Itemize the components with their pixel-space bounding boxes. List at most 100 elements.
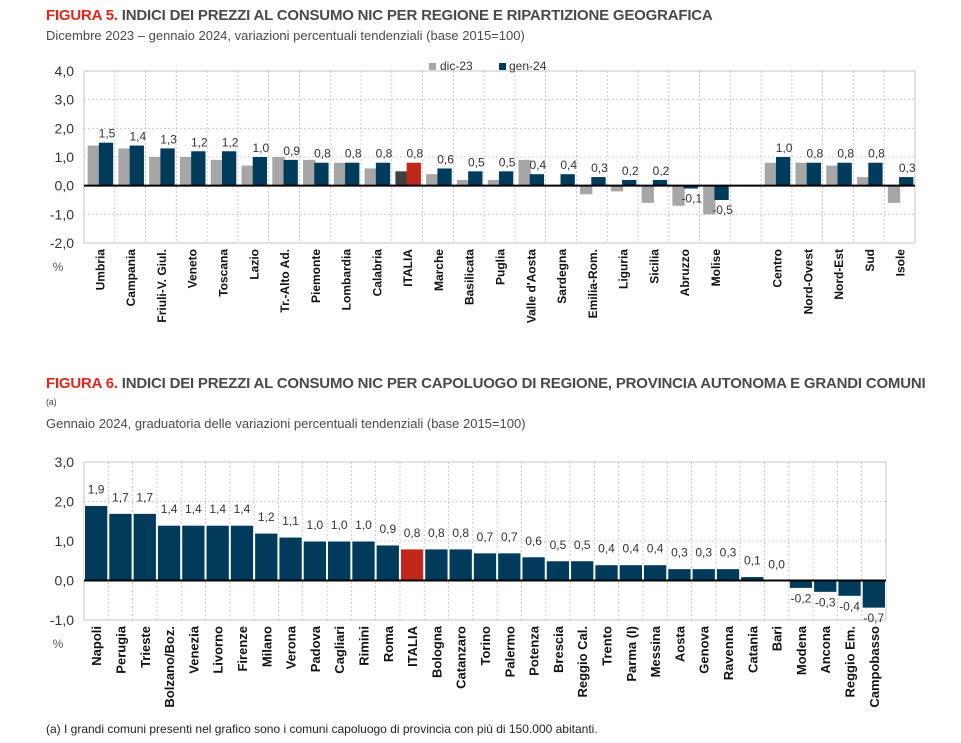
y-tick-label: 3,0 (55, 92, 75, 108)
bar-gen24 (468, 171, 483, 186)
bar-dic23 (179, 157, 193, 186)
data-label: 1,0 (355, 518, 372, 532)
bar-gen24 (521, 556, 546, 581)
bar-dic23 (395, 171, 408, 186)
x-tick-label: Bologna (429, 625, 444, 678)
data-label: 1,4 (185, 502, 202, 516)
bar-gen24 (899, 177, 914, 186)
data-label: 0,6 (525, 534, 542, 548)
data-label: 0,5 (468, 155, 485, 169)
data-label: 1,1 (282, 514, 299, 528)
y-tick-label: 1,0 (55, 149, 75, 165)
data-label: 0,4 (560, 158, 577, 172)
bar-gen24 (775, 157, 791, 186)
x-tick-label: Toscana (217, 249, 231, 297)
bar-gen24 (254, 532, 279, 581)
y-tick-label: -1,0 (50, 206, 74, 222)
bar-gen24 (806, 162, 822, 186)
x-tick-label: Friuli-V. Giul. (155, 249, 169, 323)
figure6-title-text: INDICI DEI PREZZI AL CONSUMO NIC PER CAP… (121, 375, 926, 392)
legend-swatch-dic23 (429, 63, 436, 70)
data-label: 1,4 (129, 130, 146, 144)
bar-dic23 (456, 179, 470, 186)
x-tick-label: Liguria (617, 249, 631, 289)
y-tick-label: -2,0 (50, 235, 74, 251)
figure6-title: FIGURA 6. INDICI DEI PREZZI AL CONSUMO N… (46, 375, 926, 416)
data-label: 0,2 (653, 164, 670, 178)
bar-gen24 (448, 548, 473, 582)
figure5-title: FIGURA 5. INDICI DEI PREZZI AL CONSUMO N… (46, 7, 713, 25)
y-tick-label: 2,0 (55, 120, 75, 136)
bar-gen24 (545, 560, 571, 581)
bar-gen24 (861, 580, 886, 609)
x-tick-label: Cagliari (332, 626, 347, 674)
bar-gen24 (205, 524, 230, 582)
data-label: 0,3 (671, 546, 688, 560)
bar-gen24 (229, 524, 255, 582)
bar-gen24 (252, 157, 268, 186)
data-label: 0,8 (406, 147, 423, 161)
x-tick-label: Sud (863, 249, 877, 272)
bar-dic23 (518, 159, 531, 186)
x-tick-label: Tr.-Alto Ad. (278, 249, 292, 313)
bar-gen24 (715, 568, 741, 582)
bar-dic23 (87, 145, 100, 186)
x-tick-label: Padova (308, 625, 323, 672)
bar-gen24 (667, 568, 692, 582)
bar-gen24 (868, 162, 883, 186)
bar-dic23 (210, 159, 224, 186)
bar-gen24 (472, 552, 498, 581)
bar-dic23 (857, 177, 870, 186)
x-tick-label: Verona (284, 625, 299, 669)
data-label: 0,8 (428, 526, 445, 540)
bar-gen24 (560, 174, 575, 186)
data-label: 1,4 (161, 502, 178, 516)
bar-gen24 (622, 179, 637, 186)
bar-gen24 (108, 512, 133, 581)
x-tick-label: Umbria (93, 249, 107, 291)
x-tick-label: Marche (432, 249, 446, 291)
y-axis-unit: % (53, 637, 64, 651)
x-tick-label: Palermo (502, 626, 517, 677)
y-tick-label: 3,0 (55, 454, 75, 470)
x-tick-label: Valle d'Aosta (524, 249, 538, 324)
bar-gen24 (788, 580, 814, 589)
data-label: 1,0 (307, 518, 324, 532)
bar-gen24 (529, 174, 545, 186)
bar-gen24 (351, 540, 376, 581)
data-label: 0,9 (283, 144, 300, 158)
data-label: 0,3 (899, 161, 916, 175)
data-label: 1,0 (776, 141, 793, 155)
x-tick-label: Firenze (235, 626, 250, 672)
x-tick-label: Brescia (551, 625, 566, 673)
x-tick-label: Potenza (527, 625, 542, 676)
data-label: 0,5 (550, 538, 567, 552)
x-tick-label: Lombardia (340, 249, 354, 311)
bar-gen24 (652, 179, 668, 186)
data-label: 1,5 (99, 127, 116, 141)
figure5-title-text: INDICI DEI PREZZI AL CONSUMO NIC PER REG… (121, 7, 713, 24)
data-label: 0,8 (807, 147, 824, 161)
legend-swatch-gen24 (499, 63, 506, 70)
data-label: 0,3 (695, 546, 712, 560)
x-tick-label: Venezia (186, 625, 201, 673)
bar-dic23 (641, 185, 654, 203)
data-label: 1,9 (88, 482, 105, 496)
data-label: 1,7 (136, 490, 153, 504)
data-label: 0,3 (591, 161, 608, 175)
bar-gen24 (437, 168, 452, 186)
bar-dic23 (333, 162, 347, 186)
bar-gen24 (642, 564, 668, 582)
x-tick-label: Messina (648, 625, 663, 677)
bar-gen24 (191, 151, 206, 186)
bar-gen24 (424, 548, 449, 582)
bar-gen24 (683, 185, 698, 189)
y-tick-label: 2,0 (55, 494, 75, 510)
bar-gen24 (497, 552, 522, 581)
x-tick-label: Molise (709, 249, 723, 287)
data-label: 0,8 (452, 526, 469, 540)
data-label: 0,2 (622, 164, 639, 178)
bar-gen24 (375, 544, 400, 582)
bar-gen24 (570, 560, 595, 581)
x-tick-label: Reggio Cal. (575, 626, 590, 698)
